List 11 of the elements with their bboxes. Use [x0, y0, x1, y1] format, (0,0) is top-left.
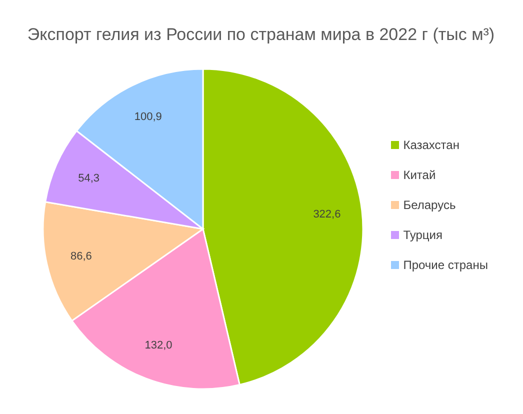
data-label: 322,6: [313, 208, 341, 221]
data-label: 54,3: [78, 172, 100, 185]
data-label: 86,6: [70, 250, 92, 262]
data-label: 100,9: [134, 110, 162, 123]
legend-label: Беларусь: [403, 198, 456, 212]
data-label: 132,0: [144, 340, 172, 352]
legend-label: Прочие страны: [403, 258, 488, 272]
chart-title: Экспорт гелия из России по странам мира в 2022 г (тыс м³): [27, 25, 495, 44]
legend-label: Китай: [403, 168, 436, 182]
legend-label: Казахстан: [403, 138, 460, 152]
legend-label: Турция: [403, 228, 442, 242]
